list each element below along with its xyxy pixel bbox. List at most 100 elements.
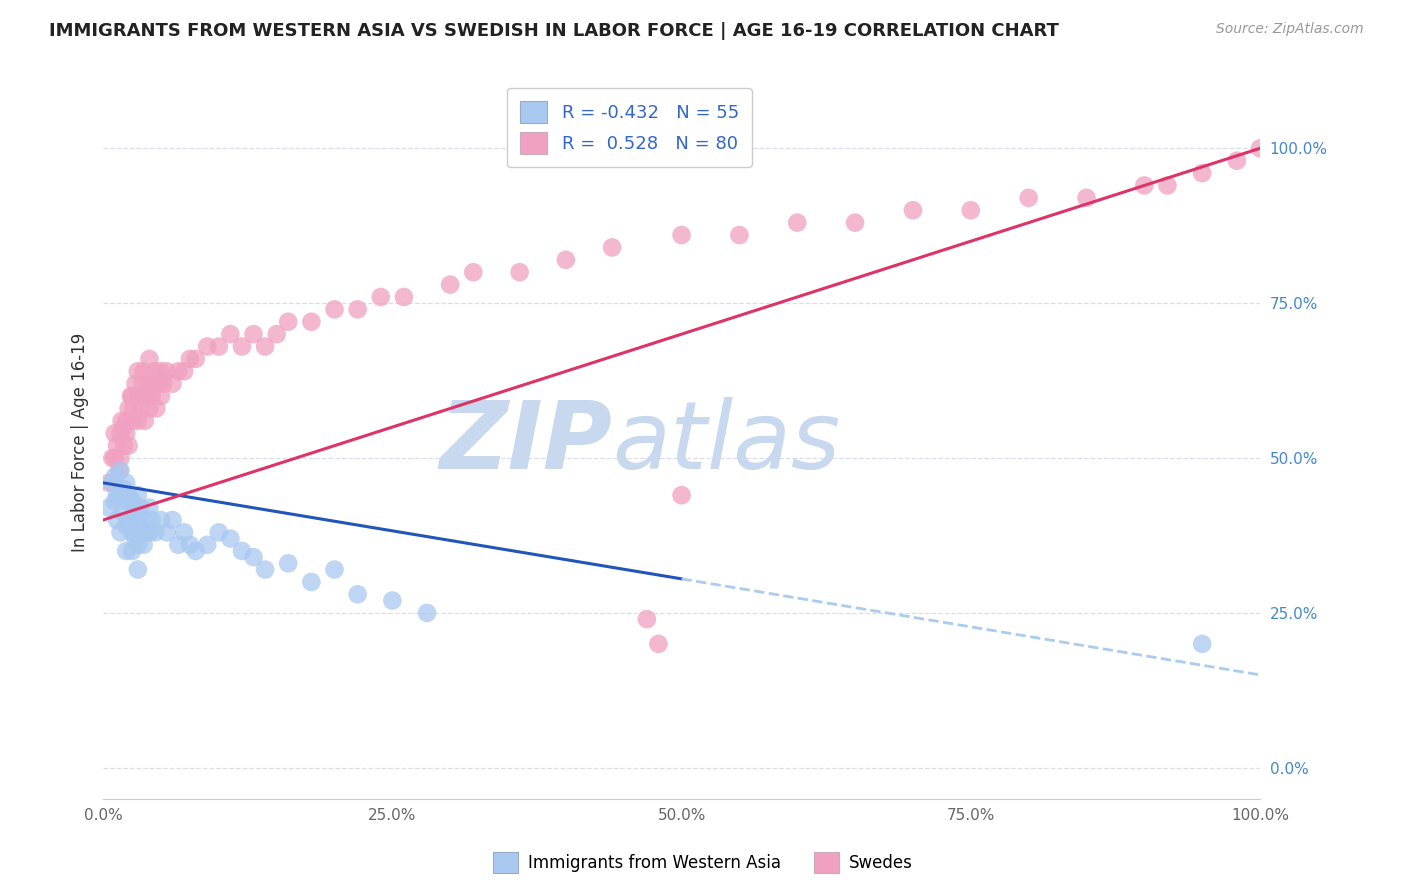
Point [143, 525, 166, 540]
Point [112, 482, 135, 496]
Point [149, 389, 172, 403]
Point [117, 401, 139, 416]
Point [1076, 191, 1098, 205]
Point [138, 500, 160, 515]
Point [110, 451, 132, 466]
Point [636, 612, 658, 626]
Point [132, 513, 155, 527]
Point [101, 451, 124, 466]
Point [242, 327, 264, 342]
Point [463, 265, 485, 279]
Point [108, 463, 131, 477]
Point [138, 376, 160, 391]
Point [143, 376, 166, 391]
Point [124, 376, 146, 391]
Point [104, 451, 127, 466]
Point [208, 525, 231, 540]
Point [149, 364, 172, 378]
Point [277, 315, 299, 329]
Point [254, 563, 277, 577]
Point [141, 389, 163, 403]
Point [141, 513, 163, 527]
Point [1226, 153, 1249, 168]
Point [219, 532, 242, 546]
Point [231, 339, 253, 353]
Point [145, 401, 167, 416]
Point [299, 315, 322, 329]
Point [129, 525, 152, 540]
Point [129, 500, 152, 515]
Point [195, 339, 218, 353]
Point [136, 389, 159, 403]
Point [167, 364, 190, 378]
Point [110, 525, 132, 540]
Point [346, 302, 368, 317]
Point [115, 475, 138, 490]
Point [647, 637, 669, 651]
Point [127, 538, 149, 552]
Point [1191, 637, 1213, 651]
Point [786, 216, 808, 230]
Point [184, 351, 207, 366]
Point [219, 327, 242, 342]
Point [105, 488, 128, 502]
Point [1018, 191, 1040, 205]
Point [138, 351, 160, 366]
Point [101, 475, 124, 490]
Point [132, 364, 155, 378]
Point [127, 389, 149, 403]
Point [129, 401, 152, 416]
Point [112, 507, 135, 521]
Point [156, 525, 179, 540]
Point [124, 532, 146, 546]
Legend: Immigrants from Western Asia, Swedes: Immigrants from Western Asia, Swedes [486, 846, 920, 880]
Point [195, 538, 218, 552]
Point [277, 557, 299, 571]
Point [127, 513, 149, 527]
Point [121, 494, 143, 508]
Point [120, 389, 142, 403]
Point [115, 519, 138, 533]
Point [323, 302, 346, 317]
Point [299, 574, 322, 589]
Point [671, 488, 693, 502]
Point [105, 513, 128, 527]
Point [115, 494, 138, 508]
Point [152, 376, 174, 391]
Point [392, 290, 415, 304]
Point [1191, 166, 1213, 180]
Point [242, 550, 264, 565]
Point [127, 563, 149, 577]
Point [110, 426, 132, 441]
Point [115, 414, 138, 428]
Point [132, 389, 155, 403]
Point [138, 525, 160, 540]
Point [162, 513, 184, 527]
Point [104, 469, 127, 483]
Point [121, 414, 143, 428]
Point [148, 376, 170, 391]
Point [110, 488, 132, 502]
Point [184, 544, 207, 558]
Point [138, 401, 160, 416]
Point [1133, 178, 1156, 193]
Point [1156, 178, 1178, 193]
Point [901, 203, 924, 218]
Point [132, 538, 155, 552]
Point [136, 525, 159, 540]
Point [115, 426, 138, 441]
Point [127, 364, 149, 378]
Point [162, 376, 184, 391]
Point [121, 389, 143, 403]
Point [600, 240, 623, 254]
Point [112, 439, 135, 453]
Point [370, 290, 392, 304]
Point [254, 339, 277, 353]
Text: Source: ZipAtlas.com: Source: ZipAtlas.com [1216, 22, 1364, 37]
Point [112, 420, 135, 434]
Y-axis label: In Labor Force | Age 16-19: In Labor Force | Age 16-19 [72, 333, 89, 552]
Point [104, 426, 127, 441]
Point [131, 376, 153, 391]
Point [167, 538, 190, 552]
Point [156, 364, 179, 378]
